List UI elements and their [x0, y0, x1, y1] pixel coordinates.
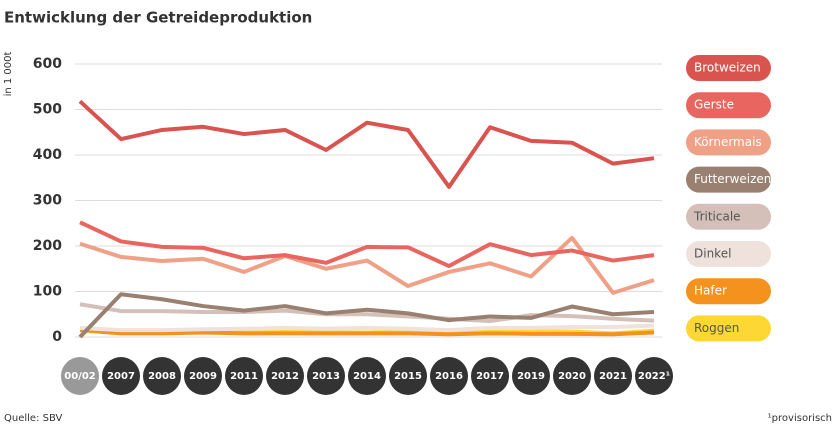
y-tick-label: 300	[33, 193, 62, 209]
legend-pill	[686, 129, 771, 156]
y-tick-label: 0	[52, 329, 62, 345]
x-pill	[553, 357, 591, 395]
x-pill	[594, 357, 632, 395]
y-tick-label: 500	[33, 102, 62, 118]
legend-pill	[686, 55, 771, 81]
x-pill	[266, 357, 304, 395]
x-pill	[102, 357, 140, 395]
legend-pill	[686, 278, 771, 305]
legend-label: Hafer	[694, 284, 727, 298]
legend-label: Brotweizen	[694, 61, 761, 75]
x-tick-label: 2009	[189, 371, 217, 382]
legend-label: Körnermais	[694, 135, 762, 149]
y-tick-label: 200	[33, 238, 62, 254]
x-pill	[512, 357, 550, 395]
x-pill	[61, 357, 99, 395]
x-tick-label: 2022¹	[638, 371, 670, 382]
legend-pill	[686, 166, 771, 193]
x-pill	[430, 357, 468, 395]
legend-pill	[686, 92, 771, 119]
x-pill	[389, 357, 427, 395]
x-pill	[184, 357, 222, 395]
x-pill	[307, 357, 345, 395]
x-tick-label: 2015	[394, 371, 422, 382]
x-pill	[143, 357, 181, 395]
source: Quelle: SBV	[4, 413, 63, 424]
legend-label: Futterweizen	[694, 172, 771, 186]
x-tick-label: 2013	[312, 371, 340, 382]
legend-pill	[686, 203, 771, 230]
legend-label: Roggen	[694, 321, 739, 335]
x-tick-label: 2021	[599, 371, 627, 382]
y-tick-label: 400	[33, 147, 62, 163]
series-line	[78, 292, 655, 339]
y-tick-label: 100	[33, 284, 62, 300]
legend-label: Triticale	[693, 209, 741, 223]
series-line	[79, 323, 655, 333]
x-tick-label: 2011	[230, 371, 258, 382]
x-tick-label: 2007	[107, 371, 135, 382]
legend-label: Dinkel	[694, 247, 731, 261]
footnote: ¹provisorisch	[768, 413, 832, 424]
y-axis-label: in 1 000t	[3, 51, 14, 96]
series-line	[79, 328, 655, 337]
x-tick-label: 2019	[517, 371, 545, 382]
x-pill	[635, 357, 673, 395]
x-tick-label: 2014	[353, 371, 381, 382]
x-tick-label: 00/02	[64, 371, 96, 382]
x-pill	[225, 357, 263, 395]
legend-pill	[686, 315, 771, 342]
series-line	[79, 302, 655, 324]
y-tick-label: 600	[33, 56, 62, 72]
series-line	[78, 99, 655, 189]
legend-label: Gerste	[694, 98, 734, 112]
legend-pill	[686, 241, 771, 267]
series-line	[79, 220, 655, 269]
x-pill	[471, 357, 509, 395]
chart-title: Entwicklung der Getreideproduktion	[4, 9, 312, 27]
x-tick-label: 2012	[271, 371, 299, 382]
x-tick-label: 2017	[476, 371, 504, 382]
x-tick-label: 2016	[435, 371, 463, 382]
x-pill	[348, 357, 386, 395]
x-tick-label: 2008	[148, 371, 176, 382]
x-tick-label: 2020	[558, 371, 586, 382]
